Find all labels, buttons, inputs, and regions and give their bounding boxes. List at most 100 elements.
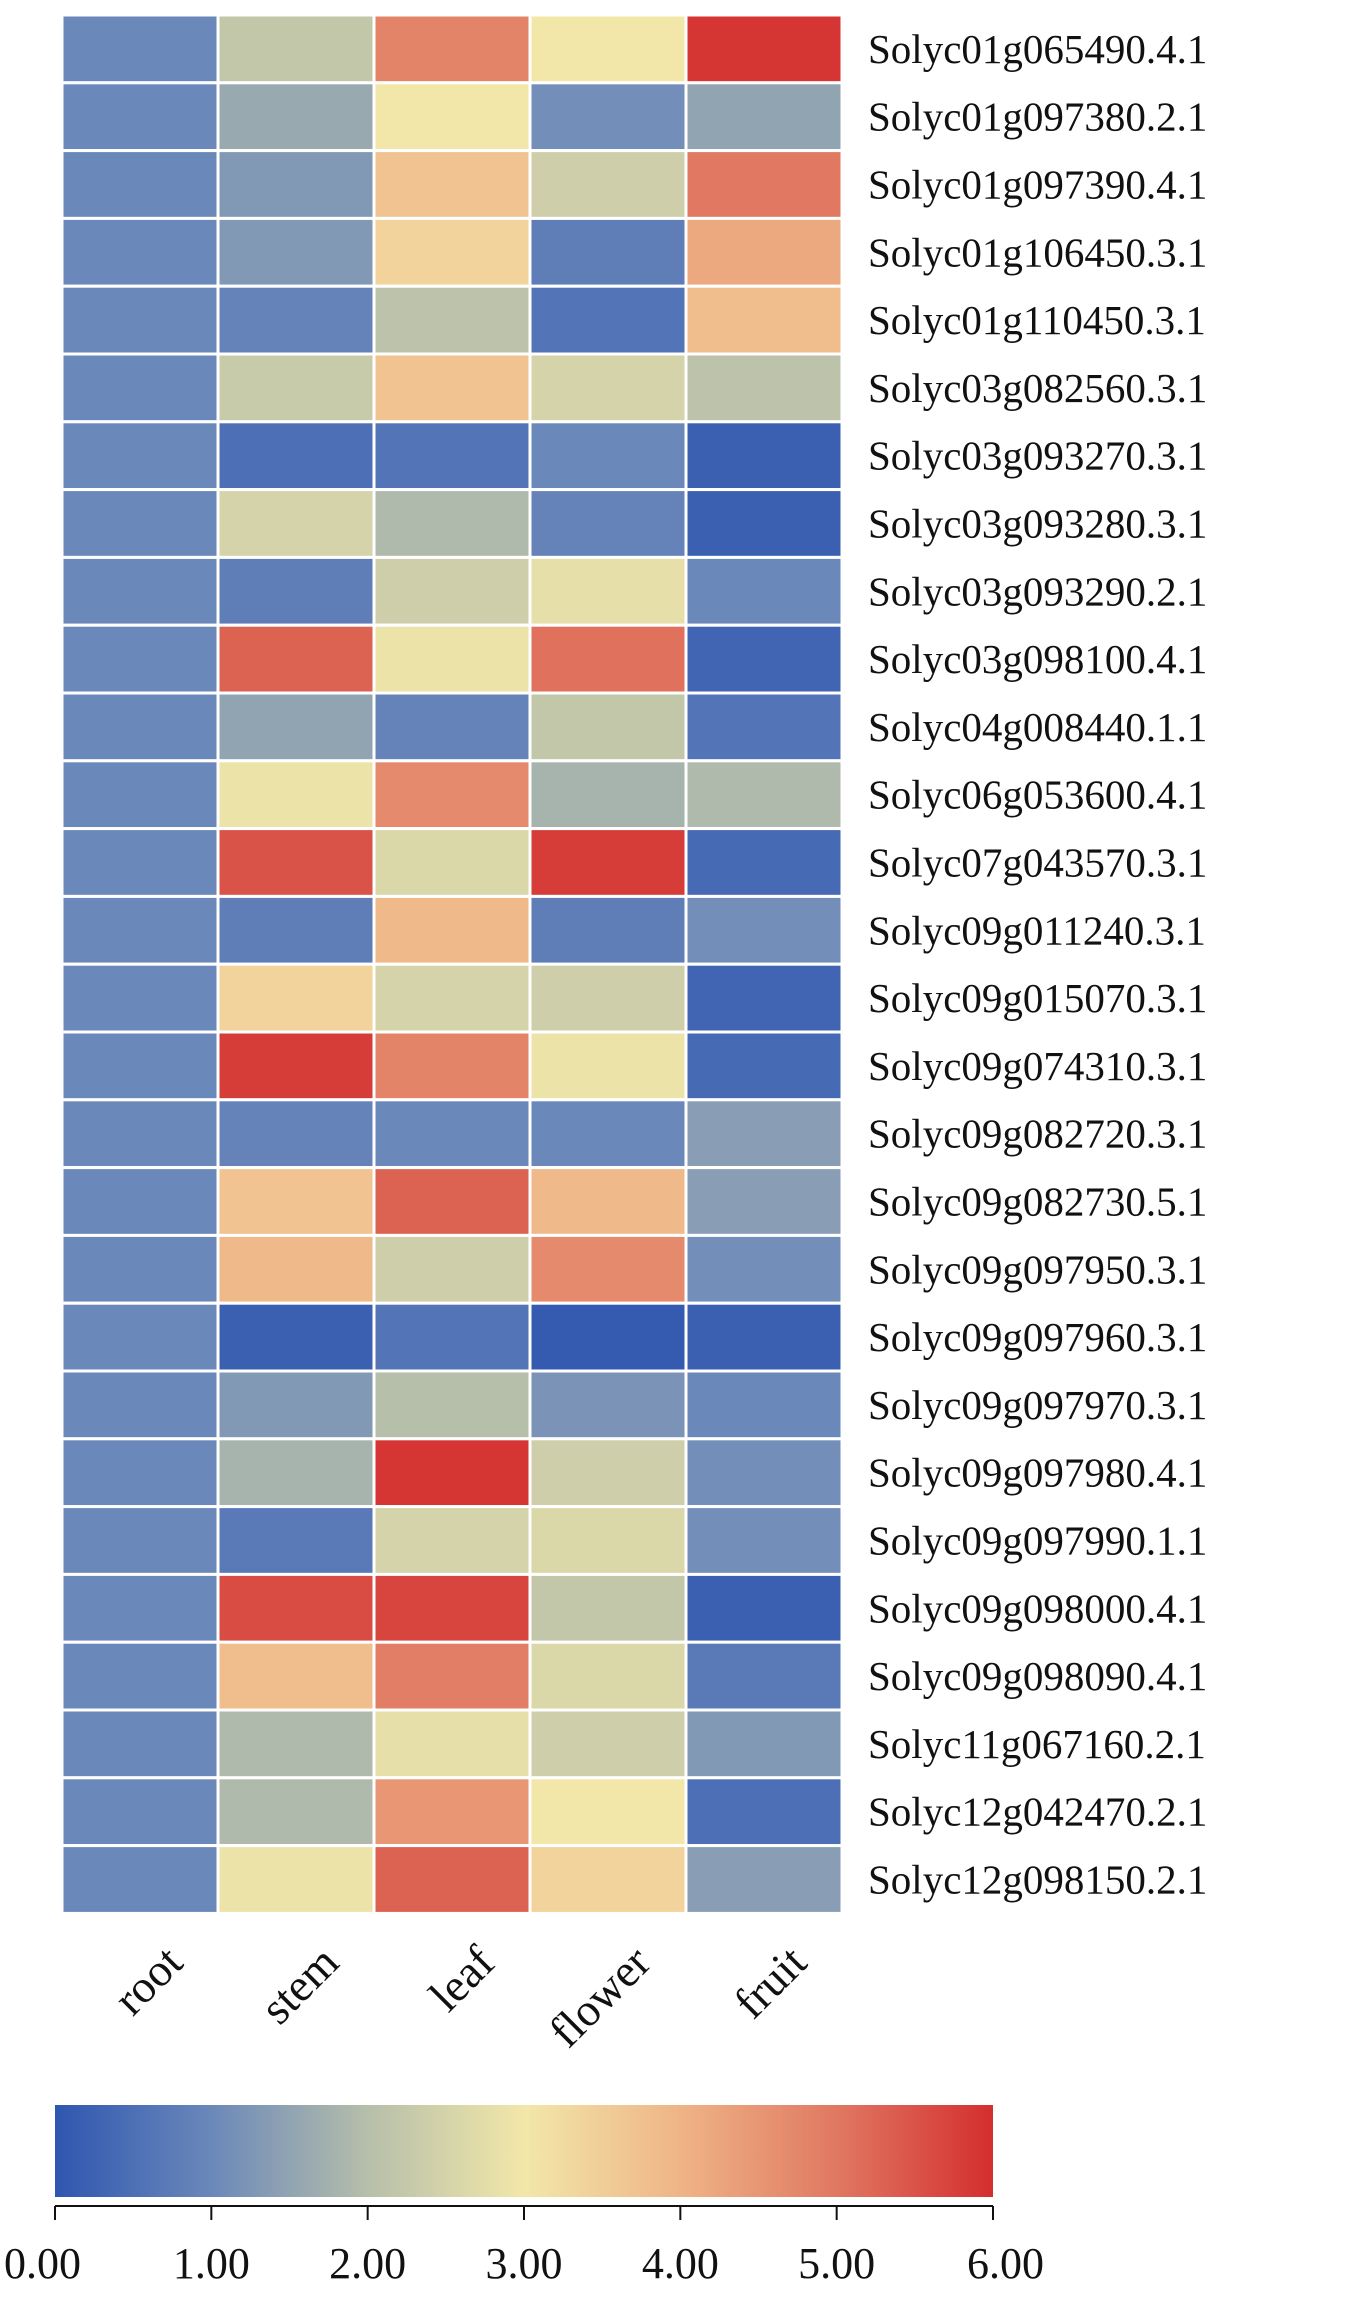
heatmap-cell-fruit-3	[684, 149, 844, 220]
heatmap-cell-leaf-9	[372, 555, 532, 627]
heatmap-cell-leaf-13	[372, 827, 532, 898]
row-label: Solyc01g106450.3.1	[868, 229, 1207, 275]
heatmap-cell-stem-12	[216, 759, 376, 831]
heatmap-cell-fruit-16	[684, 1030, 844, 1102]
heatmap-cell-root-25	[60, 1640, 220, 1712]
heatmap-cell-flower-6	[528, 352, 688, 424]
heatmap-cell-flower-25	[528, 1640, 688, 1712]
heatmap-cell-leaf-26	[372, 1708, 532, 1780]
column-label-flower: flower	[539, 1936, 660, 2057]
heatmap-cell-stem-25	[216, 1640, 376, 1712]
column-labels: root stem leaf flower fruit	[104, 1936, 817, 2057]
heatmap-cell-root-2	[60, 81, 220, 153]
heatmap-cell-flower-16	[528, 1030, 688, 1102]
row-label: Solyc09g097970.3.1	[868, 1382, 1207, 1428]
heatmap-cell-stem-22	[216, 1437, 376, 1509]
heatmap-cell-leaf-10	[372, 623, 532, 695]
heatmap-cell-root-20	[60, 1301, 220, 1373]
heatmap-cell-fruit-14	[684, 894, 844, 966]
heatmap-cell-stem-16	[216, 1030, 376, 1102]
heatmap-cell-root-3	[60, 149, 220, 220]
heatmap-cell-leaf-7	[372, 420, 532, 492]
heatmap-cell-stem-5	[216, 284, 376, 356]
heatmap-cell-root-16	[60, 1030, 220, 1102]
heatmap-cell-flower-19	[528, 1233, 688, 1305]
heatmap-cell-stem-20	[216, 1301, 376, 1373]
row-label: Solyc09g011240.3.1	[868, 907, 1206, 953]
row-label: Solyc03g098100.4.1	[868, 636, 1207, 682]
heatmap-cell-flower-4	[528, 216, 688, 288]
heatmap-cell-root-11	[60, 691, 220, 763]
heatmap-cell-flower-21	[528, 1369, 688, 1441]
heatmap-cell-stem-18	[216, 1166, 376, 1237]
heatmap-cell-fruit-24	[684, 1572, 844, 1644]
heatmap-cell-flower-3	[528, 149, 688, 220]
heatmap-cells	[60, 13, 844, 1915]
heatmap-cell-flower-23	[528, 1505, 688, 1576]
heatmap-cell-fruit-22	[684, 1437, 844, 1509]
heatmap-cell-fruit-1	[684, 13, 844, 85]
heatmap-cell-root-13	[60, 827, 220, 898]
heatmap-cell-flower-15	[528, 962, 688, 1034]
row-label: Solyc03g093290.2.1	[868, 568, 1207, 614]
row-label: Solyc01g097390.4.1	[868, 162, 1207, 208]
heatmap-cell-flower-11	[528, 691, 688, 763]
heatmap-cell-fruit-28	[684, 1844, 844, 1915]
heatmap-cell-leaf-21	[372, 1369, 532, 1441]
heatmap-cell-stem-24	[216, 1572, 376, 1644]
heatmap-cell-flower-13	[528, 827, 688, 898]
heatmap-cell-leaf-18	[372, 1166, 532, 1237]
heatmap-cell-leaf-28	[372, 1844, 532, 1915]
heatmap-cell-root-5	[60, 284, 220, 356]
heatmap-cell-leaf-14	[372, 894, 532, 966]
heatmap-cell-fruit-6	[684, 352, 844, 424]
heatmap-cell-fruit-7	[684, 420, 844, 492]
heatmap-cell-leaf-12	[372, 759, 532, 831]
heatmap-cell-leaf-11	[372, 691, 532, 763]
heatmap-cell-root-12	[60, 759, 220, 831]
row-label: Solyc12g098150.2.1	[868, 1857, 1207, 1903]
heatmap-cell-stem-26	[216, 1708, 376, 1780]
heatmap-cell-fruit-11	[684, 691, 844, 763]
heatmap-cell-root-23	[60, 1505, 220, 1576]
heatmap-cell-stem-15	[216, 962, 376, 1034]
heatmap-cell-flower-7	[528, 420, 688, 492]
heatmap-cell-fruit-18	[684, 1166, 844, 1237]
row-label: Solyc09g082730.5.1	[868, 1179, 1207, 1225]
heatmap-cell-root-18	[60, 1166, 220, 1237]
heatmap-cell-leaf-1	[372, 13, 532, 85]
heatmap-cell-stem-27	[216, 1776, 376, 1848]
row-label: Solyc09g097990.1.1	[868, 1518, 1207, 1564]
heatmap-cell-flower-24	[528, 1572, 688, 1644]
row-label: Solyc03g093280.3.1	[868, 501, 1207, 547]
heatmap-cell-root-1	[60, 13, 220, 85]
heatmap-cell-fruit-27	[684, 1776, 844, 1848]
heatmap-cell-leaf-5	[372, 284, 532, 356]
heatmap-cell-fruit-5	[684, 284, 844, 356]
heatmap-cell-leaf-17	[372, 1098, 532, 1170]
heatmap-cell-stem-11	[216, 691, 376, 763]
heatmap-cell-fruit-23	[684, 1505, 844, 1576]
heatmap-cell-root-14	[60, 894, 220, 966]
colorbar-tick-label: 6.00	[967, 2239, 1044, 2288]
heatmap-cell-stem-9	[216, 555, 376, 627]
row-label: Solyc01g097380.2.1	[868, 94, 1207, 140]
heatmap-cell-flower-27	[528, 1776, 688, 1848]
heatmap-cell-flower-14	[528, 894, 688, 966]
row-label: Solyc03g082560.3.1	[868, 365, 1207, 411]
column-label-leaf: leaf	[419, 1936, 504, 2021]
row-label: Solyc09g082720.3.1	[868, 1111, 1207, 1157]
row-label: Solyc01g110450.3.1	[868, 297, 1206, 343]
colorbar: 0.00 1.00 2.00 3.00 4.00 5.00 6.00	[4, 2105, 1044, 2288]
heatmap-cell-root-7	[60, 420, 220, 492]
column-label-root: root	[104, 1936, 193, 2025]
heatmap-cell-stem-1	[216, 13, 376, 85]
heatmap-cell-root-22	[60, 1437, 220, 1509]
heatmap-cell-fruit-25	[684, 1640, 844, 1712]
row-label: Solyc07g043570.3.1	[868, 840, 1207, 886]
heatmap-cell-stem-6	[216, 352, 376, 424]
row-label: Solyc09g015070.3.1	[868, 975, 1207, 1021]
heatmap-cell-leaf-19	[372, 1233, 532, 1305]
heatmap-cell-stem-3	[216, 149, 376, 220]
heatmap-cell-root-27	[60, 1776, 220, 1848]
